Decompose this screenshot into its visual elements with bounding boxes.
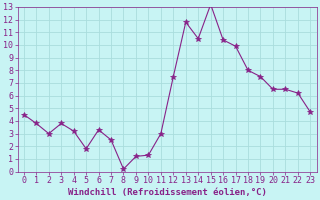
X-axis label: Windchill (Refroidissement éolien,°C): Windchill (Refroidissement éolien,°C) bbox=[68, 188, 267, 197]
